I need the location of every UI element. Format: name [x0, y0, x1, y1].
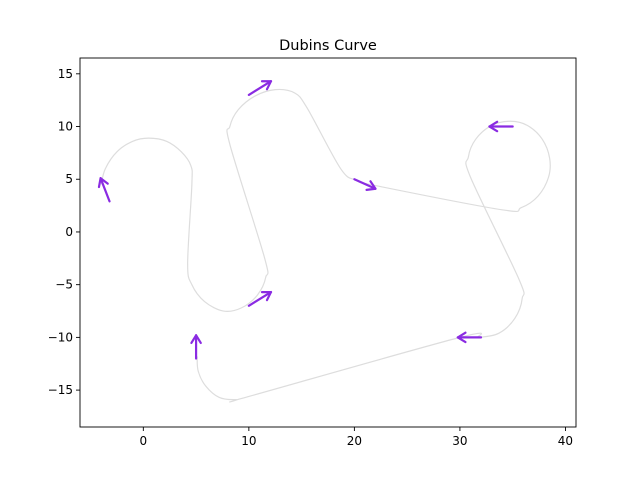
pose-arrow-2: [247, 80, 273, 97]
plot-content: [97, 80, 551, 403]
pose-arrow-head: [488, 120, 499, 133]
x-tick-label: 20: [347, 434, 362, 448]
pose-arrow-head: [97, 177, 109, 189]
pose-arrow-head: [456, 331, 467, 344]
pose-arrow-head: [260, 290, 273, 302]
chart-title: Dubins Curve: [279, 38, 377, 54]
y-tick-label: −15: [48, 383, 73, 397]
pose-arrow-shaft: [99, 177, 111, 203]
y-tick-label: 0: [65, 225, 73, 239]
pose-arrow-3: [353, 178, 377, 191]
pose-arrow-5: [247, 290, 273, 307]
dubins-path: [100, 88, 551, 403]
axes-layer: 0 10 20 30 40 −15 −10 −5 0 5 10 15: [48, 67, 573, 448]
plot-frame: [79, 57, 577, 428]
y-tick-label: −10: [48, 330, 73, 344]
pose-arrow-head: [365, 180, 377, 191]
pose-arrow-6: [456, 331, 483, 344]
pose-arrow-shaft: [353, 178, 377, 190]
pose-arrow-7: [190, 334, 202, 360]
pose-arrow-head: [190, 334, 202, 345]
x-tick-label: 40: [558, 434, 573, 448]
pose-arrow-head: [260, 80, 273, 91]
x-tick-label: 10: [241, 434, 256, 448]
pose-arrow-shaft: [247, 290, 273, 307]
pose-arrow-1: [97, 177, 111, 203]
y-tick-label: 15: [58, 67, 73, 81]
pose-arrow-shaft: [247, 80, 273, 97]
y-tick-label: 10: [58, 120, 73, 134]
x-tick-label: 0: [139, 434, 147, 448]
x-tick-label: 30: [452, 434, 467, 448]
pose-arrow-4: [488, 120, 514, 133]
y-tick-label: −5: [55, 278, 73, 292]
y-tick-label: 5: [65, 172, 73, 186]
